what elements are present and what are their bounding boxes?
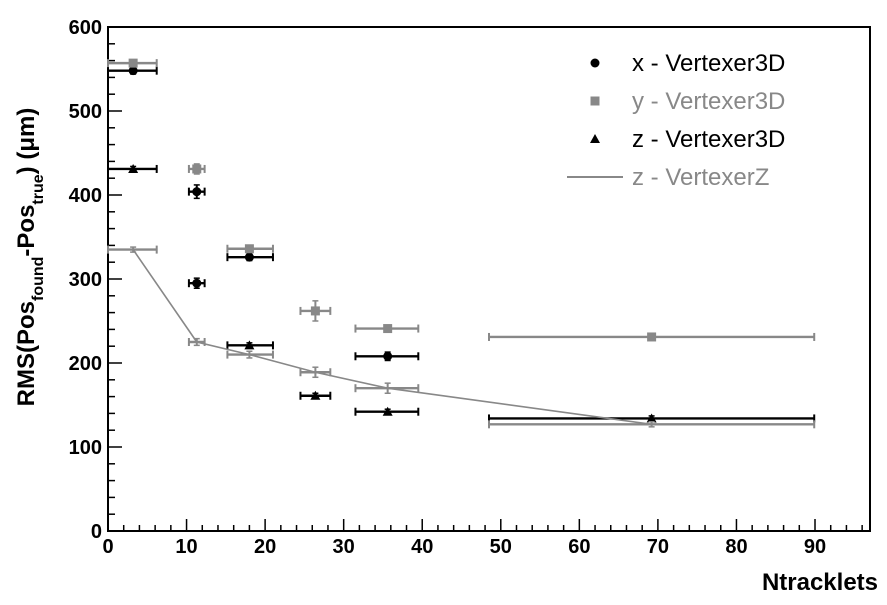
legend-entry: x - Vertexer3D — [632, 50, 785, 77]
legend-entry: z - Vertexer3D — [632, 126, 785, 153]
y-tick-label: 200 — [69, 353, 102, 375]
data-point — [192, 278, 202, 288]
legend-marker — [590, 134, 600, 143]
y-tick-label: 300 — [69, 269, 102, 291]
legend-marker — [590, 96, 600, 106]
y-tick-label: 100 — [69, 437, 102, 459]
legend-marker — [590, 58, 600, 68]
legend: x - Vertexer3D y - Vertexer3D z - Vertexer… — [567, 50, 785, 191]
y-tick-label: 400 — [69, 185, 102, 207]
data-point — [383, 324, 393, 334]
x-tick-label: 80 — [725, 536, 747, 558]
data-point — [310, 306, 320, 316]
data-point — [128, 66, 138, 76]
x-axis-title: Ntracklets — [762, 569, 878, 596]
series-2 — [107, 163, 816, 423]
series-0 — [107, 66, 420, 362]
series-line — [132, 249, 652, 426]
data-point — [244, 252, 254, 262]
x-tick-label: 10 — [175, 536, 197, 558]
x-tick-label: 0 — [102, 536, 113, 558]
data-point — [128, 58, 138, 68]
x-tick-label: 40 — [411, 536, 433, 558]
y-axis-title-mid: -Pos — [13, 205, 40, 257]
x-tick-label: 20 — [254, 536, 276, 558]
x-tick-label: 90 — [804, 536, 826, 558]
data-point — [128, 163, 139, 173]
data-point — [192, 187, 202, 197]
data-point — [383, 351, 393, 361]
chart-axes: 0 10 20 30 40 50 60 70 80 90 0 100 200 300 400 500 600 — [69, 17, 871, 558]
data-point — [192, 164, 202, 174]
series-layer — [107, 58, 816, 429]
data-point — [244, 244, 254, 254]
y-tick-label: 500 — [69, 101, 102, 123]
x-tick-label: 60 — [568, 536, 590, 558]
x-tick-label: 30 — [333, 536, 355, 558]
data-point — [646, 413, 657, 423]
x-tick-label: 70 — [647, 536, 669, 558]
data-point — [244, 340, 255, 350]
y-axis-title-main: RMS(Pos — [13, 301, 40, 406]
y-tick-label: 600 — [69, 17, 102, 39]
y-tick-label: 0 — [91, 521, 102, 543]
legend-entry: y - Vertexer3D — [632, 88, 785, 115]
data-point — [310, 390, 321, 400]
y-axis-title-sub-found: found — [30, 257, 47, 301]
y-axis-title: RMS(Posfound-Postrue) (μm) — [13, 108, 47, 407]
data-point — [382, 406, 393, 416]
series-3 — [107, 245, 816, 429]
x-tick-label: 50 — [490, 536, 512, 558]
y-axis-title-sub-true: true — [30, 174, 47, 204]
series-1 — [107, 58, 816, 342]
data-point — [647, 332, 657, 342]
y-axis-title-unit: ) (μm) — [13, 108, 40, 175]
legend-entry: z - VertexerZ — [632, 164, 769, 191]
